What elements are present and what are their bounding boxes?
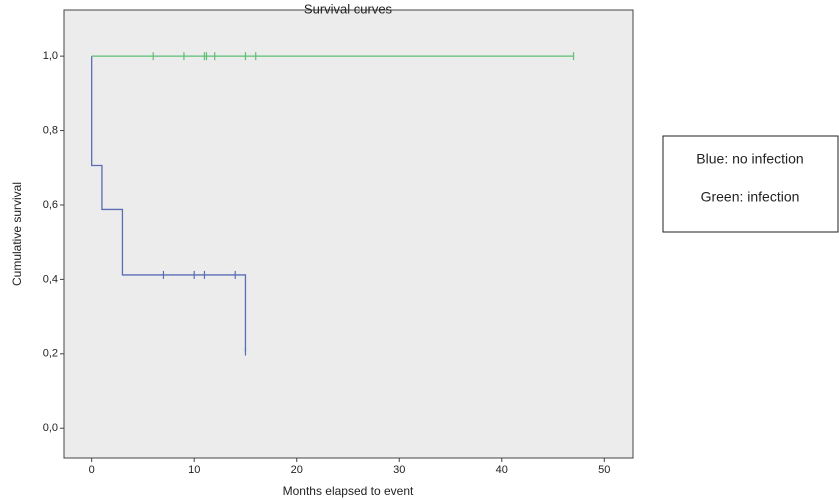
y-tick-label: 0,2 — [43, 348, 58, 360]
y-tick-label: 0,8 — [43, 124, 58, 136]
x-tick-label: 10 — [188, 464, 200, 476]
x-tick-label: 50 — [598, 464, 610, 476]
plot-area — [63, 9, 634, 459]
x-tick-label: 30 — [393, 464, 405, 476]
legend-text: Blue: no infection — [696, 151, 803, 167]
x-tick-label: 40 — [496, 464, 508, 476]
y-tick-label: 0,6 — [43, 199, 58, 211]
y-tick-label: 0,4 — [43, 273, 58, 285]
y-tick-label: 1,0 — [43, 50, 58, 62]
legend-box — [662, 135, 839, 233]
chart-title: Survival curves — [304, 1, 393, 16]
y-axis-label: Cumulative survival — [10, 182, 24, 286]
legend-text: Green: infection — [701, 189, 800, 205]
survival-curve — [91, 56, 247, 352]
x-axis-label: Months elapsed to event — [283, 484, 414, 498]
y-tick-label: 0,0 — [43, 422, 58, 434]
x-tick-label: 0 — [89, 464, 95, 476]
x-tick-label: 20 — [291, 464, 303, 476]
